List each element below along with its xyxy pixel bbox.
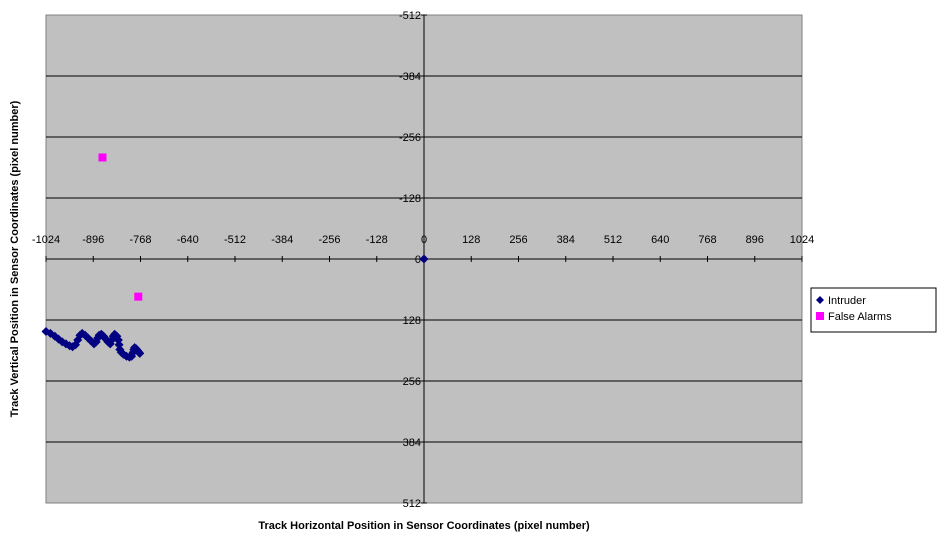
y-axis-title: Track Vertical Position in Sensor Coordi…	[9, 100, 21, 417]
y-tick-label: 512	[403, 498, 421, 510]
y-tick-label: 0	[415, 254, 421, 266]
legend-intruder-marker	[816, 296, 824, 304]
x-tick-label: 512	[604, 234, 622, 246]
y-tick-label: -384	[399, 71, 421, 83]
x-tick-label: 640	[651, 234, 669, 246]
x-tick-label: 128	[462, 234, 480, 246]
x-tick-label: 768	[698, 234, 716, 246]
y-tick-label: -128	[399, 193, 421, 205]
legend-box	[810, 287, 937, 333]
y-tick-label: 256	[403, 376, 421, 388]
legend-false-alarms-label: False Alarms	[828, 311, 892, 323]
x-tick-label: 1024	[790, 234, 814, 246]
y-tick-label: -512	[399, 10, 421, 22]
x-tick-label: -640	[177, 234, 199, 246]
x-tick-label: -768	[129, 234, 151, 246]
false-alarm-point	[98, 153, 107, 162]
x-tick-label: -896	[82, 234, 104, 246]
x-tick-label: -384	[271, 234, 293, 246]
x-tick-label: -128	[366, 234, 388, 246]
intruder-point	[135, 348, 145, 358]
false-alarm-point	[134, 292, 143, 301]
x-tick-label: -256	[318, 234, 340, 246]
x-tick-label: 384	[557, 234, 575, 246]
x-tick-label: 256	[509, 234, 527, 246]
legend: Intruder False Alarms	[810, 287, 937, 333]
x-axis-title: Track Horizontal Position in Sensor Coor…	[258, 520, 590, 532]
x-tick-label: -512	[224, 234, 246, 246]
x-tick-label: 896	[746, 234, 764, 246]
legend-false-alarms-marker	[816, 312, 824, 320]
tick-labels: -1024 -896 -768 -640 -512 -384 -256 -128 0 128 256…	[32, 10, 814, 510]
x-tick-label: -1024	[32, 234, 60, 246]
intruder-point	[419, 254, 429, 264]
y-tick-label: 128	[403, 315, 421, 327]
data-marks	[41, 153, 429, 362]
legend-intruder-label: Intruder	[828, 295, 866, 307]
y-tick-label: -256	[399, 132, 421, 144]
y-tick-label: 384	[403, 437, 421, 449]
x-tick-label: 0	[421, 234, 427, 246]
